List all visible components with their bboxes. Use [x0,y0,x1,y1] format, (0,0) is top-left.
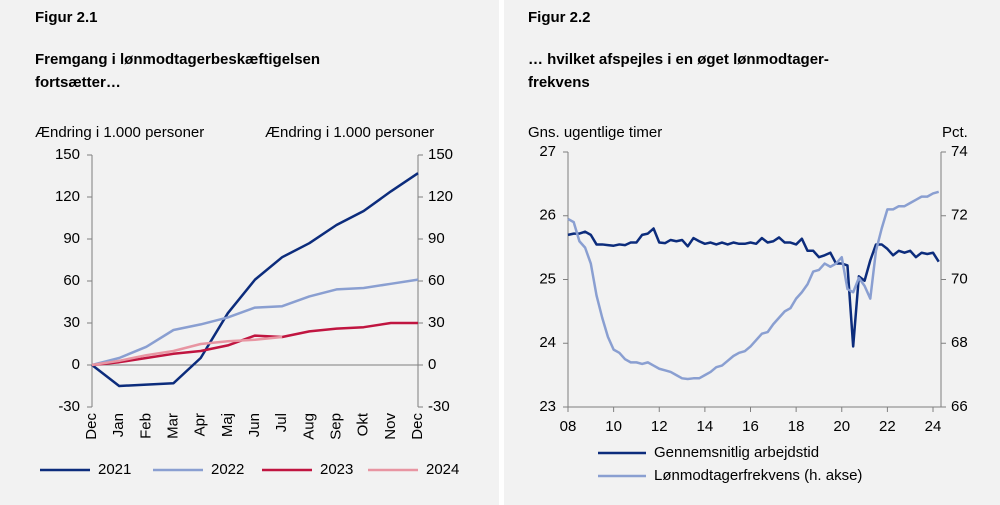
x-tick-label: Feb [137,413,154,439]
series-line [91,335,283,367]
x-tick-label: Dec [83,413,100,440]
chart-subtitle: Fremgang i lønmodtagerbeskæftigelsen [35,51,320,68]
x-tick-label: 20 [833,418,850,435]
y-tick-label: 25 [539,270,556,287]
y-axis-label: Gns. ugentlige timer [528,124,662,141]
x-tick-label: Sep [327,413,344,440]
y-tick-label: 27 [539,143,556,160]
x-tick-label: Okt [355,412,372,436]
legend-label: 2023 [320,461,353,478]
x-tick-label: Jul [273,413,290,432]
x-tick-label: Apr [192,413,209,436]
x-tick-label: Maj [219,413,236,437]
legend-label: 2021 [98,461,131,478]
x-tick-label: 12 [651,418,668,435]
x-tick-label: 08 [560,418,577,435]
x-tick-label: Jan [110,413,127,437]
y-tick-label: 26 [539,207,556,224]
series-line [91,172,419,388]
y2-tick-label: 0 [428,356,436,373]
y2-axis-label: Ændring i 1.000 personer [265,124,434,141]
series-line [91,321,418,367]
legend-label: Gennemsnitlig arbejdstid [654,444,819,461]
chart-subtitle: fortsætter… [35,74,121,91]
chart-subtitle: … hvilket afspejles i en øget lønmodtage… [528,51,829,68]
y2-tick-label: 30 [428,314,445,331]
y-axis-label: Ændring i 1.000 personer [35,124,204,141]
x-tick-label: Jun [246,413,263,437]
x-tick-label: 18 [788,418,805,435]
y-tick-label: 60 [63,272,80,289]
x-tick-label: Dec [409,413,426,440]
chart-subtitle: frekvens [528,74,590,91]
x-tick-label: 22 [879,418,896,435]
y2-tick-label: 74 [951,143,968,160]
x-tick-label: Nov [382,413,399,440]
y-tick-label: -30 [58,398,80,415]
y-tick-label: 120 [55,188,80,205]
y-tick-label: 24 [539,334,556,351]
chart-title: Figur 2.2 [528,9,591,26]
x-tick-label: 24 [925,418,942,435]
x-tick-label: 14 [697,418,714,435]
y-tick-label: 23 [539,398,556,415]
y2-tick-label: 150 [428,146,453,163]
series-line [567,190,940,381]
y2-axis-label: Pct. [942,124,968,141]
x-tick-label: 16 [742,418,759,435]
y-tick-label: 90 [63,230,80,247]
y-tick-label: 150 [55,146,80,163]
y-tick-label: 0 [72,356,80,373]
y2-tick-label: 68 [951,334,968,351]
panel-left [0,0,499,505]
y2-tick-label: 72 [951,207,968,224]
y-tick-label: 30 [63,314,80,331]
y2-tick-label: 70 [951,270,968,287]
y2-tick-label: 66 [951,398,968,415]
legend-label: 2022 [211,461,244,478]
y2-tick-label: 120 [428,188,453,205]
legend-label: Lønmodtagerfrekvens (h. akse) [654,467,862,484]
legend-label: 2024 [426,461,459,478]
series-line [91,278,419,367]
y2-tick-label: -30 [428,398,450,415]
y2-tick-label: 60 [428,272,445,289]
x-tick-label: Aug [300,413,317,440]
chart-title: Figur 2.1 [35,9,98,26]
x-tick-label: Mar [164,413,181,439]
x-tick-label: 10 [605,418,622,435]
y2-tick-label: 90 [428,230,445,247]
